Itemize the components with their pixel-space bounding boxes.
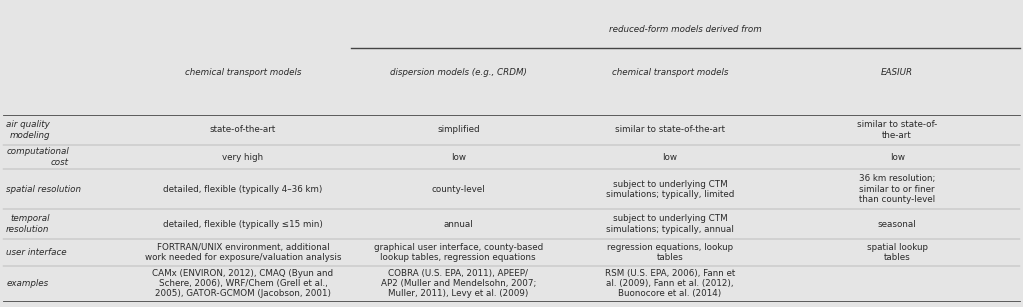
Text: spatial lookup
tables: spatial lookup tables: [866, 243, 928, 262]
Text: air quality
modeling: air quality modeling: [6, 120, 50, 140]
Text: low: low: [890, 153, 904, 161]
Text: simplified: simplified: [437, 126, 480, 134]
Text: COBRA (U.S. EPA, 2011), APEEP/
AP2 (Muller and Mendelsohn, 2007;
Muller, 2011), : COBRA (U.S. EPA, 2011), APEEP/ AP2 (Mull…: [381, 269, 536, 298]
Text: detailed, flexible (typically 4–36 km): detailed, flexible (typically 4–36 km): [164, 185, 322, 194]
Text: regression equations, lookup
tables: regression equations, lookup tables: [607, 243, 733, 262]
Text: detailed, flexible (typically ≤15 min): detailed, flexible (typically ≤15 min): [163, 220, 323, 229]
Text: county-level: county-level: [432, 185, 485, 194]
Text: similar to state-of-
the-art: similar to state-of- the-art: [857, 120, 937, 140]
Text: dispersion models (e.g., CRDM): dispersion models (e.g., CRDM): [390, 68, 527, 77]
Text: spatial resolution: spatial resolution: [6, 185, 81, 194]
Text: chemical transport models: chemical transport models: [185, 68, 301, 77]
Text: subject to underlying CTM
simulations; typically, limited: subject to underlying CTM simulations; t…: [606, 180, 735, 199]
Text: CAMx (ENVIRON, 2012), CMAQ (Byun and
Schere, 2006), WRF/Chem (Grell et al.,
2005: CAMx (ENVIRON, 2012), CMAQ (Byun and Sch…: [152, 269, 333, 298]
Text: graphical user interface, county-based
lookup tables, regression equations: graphical user interface, county-based l…: [373, 243, 543, 262]
Text: examples: examples: [6, 279, 48, 288]
Text: chemical transport models: chemical transport models: [612, 68, 728, 77]
Text: user interface: user interface: [6, 248, 66, 257]
Text: annual: annual: [443, 220, 474, 229]
Text: 36 km resolution;
similar to or finer
than county-level: 36 km resolution; similar to or finer th…: [859, 174, 935, 204]
Text: low: low: [451, 153, 465, 161]
Text: reduced-form models derived from: reduced-form models derived from: [609, 25, 762, 34]
Text: seasonal: seasonal: [878, 220, 917, 229]
Text: very high: very high: [222, 153, 264, 161]
Text: computational
cost: computational cost: [6, 147, 69, 167]
Text: low: low: [663, 153, 677, 161]
Text: RSM (U.S. EPA, 2006), Fann et
al. (2009), Fann et al. (2012),
Buonocore et al. (: RSM (U.S. EPA, 2006), Fann et al. (2009)…: [605, 269, 736, 298]
Text: similar to state-of-the-art: similar to state-of-the-art: [615, 126, 725, 134]
Text: temporal
resolution: temporal resolution: [6, 214, 49, 234]
Text: EASIUR: EASIUR: [881, 68, 914, 77]
Text: FORTRAN/UNIX environment, additional
work needed for exposure/valuation analysis: FORTRAN/UNIX environment, additional wor…: [144, 243, 342, 262]
Text: subject to underlying CTM
simulations; typically, annual: subject to underlying CTM simulations; t…: [606, 214, 735, 234]
Text: state-of-the-art: state-of-the-art: [210, 126, 276, 134]
